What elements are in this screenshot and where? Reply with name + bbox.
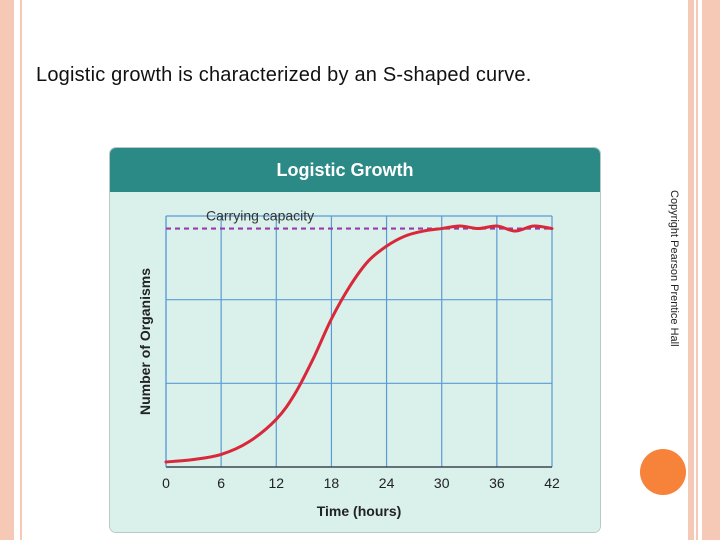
slide-frame-right-line [688,0,694,540]
carrying-capacity-label: Carrying capacity [206,208,314,224]
chart-title: Logistic Growth [276,159,414,180]
x-tick-label: 18 [324,475,340,491]
x-tick-label: 0 [162,475,170,491]
x-tick-label: 30 [434,475,450,491]
x-tick-label: 42 [544,475,560,491]
chart-header: Logistic Growth [110,148,600,192]
plot-area [166,216,552,467]
copyright-text: Copyright Pearson Prentice Hall [668,190,680,347]
slide-frame-left [0,0,14,540]
accent-dot [640,449,686,495]
x-tick-label: 24 [379,475,395,491]
population-curve [164,224,554,464]
slide-frame-right [702,0,720,540]
x-tick-label: 12 [268,475,284,491]
y-axis-label: Number of Organisms [137,268,153,415]
x-tick-label: 36 [489,475,505,491]
logistic-chart: Carrying capacity 0 6 12 18 24 30 36 42 Time (hou… [137,208,560,519]
x-axis-label: Time (hours) [317,503,402,519]
slide-frame-right-line-thin [696,0,698,540]
slide-title: Logistic growth is characterized by an S… [36,64,532,86]
slide-frame-left-line [20,0,22,540]
x-tick-label: 6 [217,475,225,491]
chart-panel: Logistic Growth Carrying capacity 0 6 12 18 2… [110,148,600,532]
chart-body: Carrying capacity 0 6 12 18 24 30 36 42 Time (hou… [110,192,600,532]
